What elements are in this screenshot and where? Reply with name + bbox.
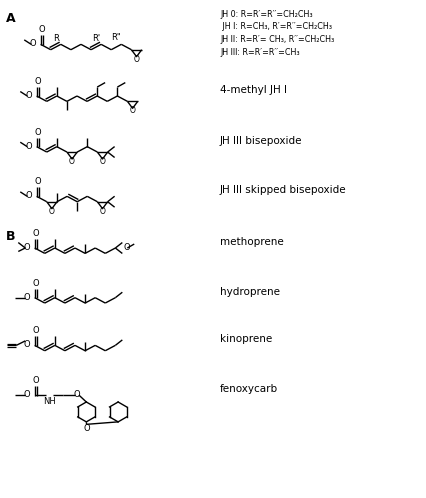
Text: O: O <box>24 293 31 302</box>
Text: A: A <box>6 11 16 24</box>
Text: O: O <box>134 55 139 64</box>
Text: R: R <box>53 33 59 42</box>
Text: O: O <box>100 157 106 166</box>
Text: O: O <box>38 25 45 34</box>
Text: O: O <box>83 424 89 433</box>
Text: NH: NH <box>43 397 56 406</box>
Text: JH III skipped bisepoxide: JH III skipped bisepoxide <box>220 185 347 195</box>
Text: O: O <box>26 191 32 200</box>
Text: O: O <box>32 326 39 336</box>
Text: O: O <box>30 39 37 48</box>
Text: O: O <box>35 127 41 137</box>
Text: fenoxycarb: fenoxycarb <box>220 384 278 394</box>
Text: O: O <box>69 157 75 166</box>
Text: JH I: R=CH₃, R′=R′′=CH₂CH₃: JH I: R=CH₃, R′=R′′=CH₂CH₃ <box>220 22 332 31</box>
Text: B: B <box>6 230 16 243</box>
Text: R": R" <box>112 33 121 42</box>
Text: O: O <box>26 91 32 100</box>
Text: O: O <box>35 77 41 86</box>
Text: O: O <box>32 229 39 238</box>
Text: JH II: R=R′= CH₃, R′′=CH₂CH₃: JH II: R=R′= CH₃, R′′=CH₂CH₃ <box>220 35 334 44</box>
Text: methoprene: methoprene <box>220 237 284 247</box>
Text: O: O <box>130 106 135 116</box>
Text: 4-methyl JH I: 4-methyl JH I <box>220 85 287 95</box>
Text: O: O <box>24 390 31 399</box>
Text: O: O <box>26 141 32 151</box>
Text: O: O <box>24 340 31 350</box>
Text: JH 0: R=R′=R′′=CH₂CH₃: JH 0: R=R′=R′′=CH₂CH₃ <box>220 9 313 18</box>
Text: O: O <box>24 243 31 252</box>
Text: R': R' <box>92 33 100 42</box>
Text: O: O <box>100 207 106 216</box>
Text: O: O <box>35 177 41 186</box>
Text: JH III: R=R′=R′′=CH₃: JH III: R=R′=R′′=CH₃ <box>220 48 299 57</box>
Text: O: O <box>49 207 55 216</box>
Text: O: O <box>74 390 80 399</box>
Text: O: O <box>32 279 39 288</box>
Text: O: O <box>32 376 39 385</box>
Text: hydroprene: hydroprene <box>220 287 280 297</box>
Text: kinoprene: kinoprene <box>220 334 272 345</box>
Text: O: O <box>124 243 130 252</box>
Text: JH III bisepoxide: JH III bisepoxide <box>220 136 302 146</box>
